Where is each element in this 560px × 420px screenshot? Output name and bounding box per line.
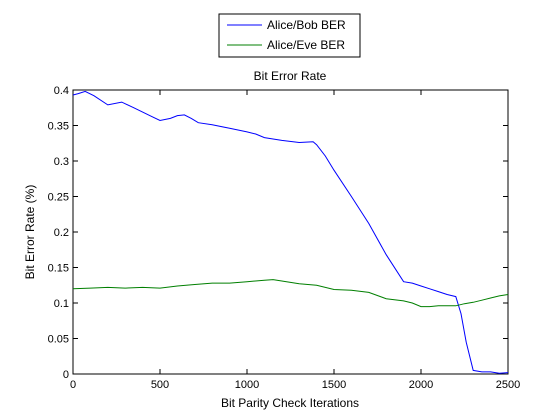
y-tick-label: 0.05	[48, 334, 69, 346]
x-tick-label: 2500	[496, 379, 520, 391]
y-tick-label: 0.1	[54, 298, 69, 310]
x-tick-label: 0	[70, 379, 76, 391]
y-tick-label: 0.4	[54, 85, 69, 97]
x-axis-ticks: 0 500 1000 1500 2000 2500	[70, 90, 520, 391]
y-tick-label: 0.2	[54, 227, 69, 239]
x-tick-label: 1000	[235, 379, 259, 391]
y-axis-ticks: 0 0.05 0.1 0.15 0.2 0.25 0.3 0.35 0.4	[48, 85, 508, 381]
legend-label-alice-eve: Alice/Eve BER	[267, 38, 345, 52]
legend: Alice/Bob BER Alice/Eve BER	[218, 13, 361, 58]
x-axis-label: Bit Parity Check Iterations	[221, 396, 359, 410]
x-tick-label: 500	[151, 379, 169, 391]
legend-label-alice-bob: Alice/Bob BER	[267, 18, 346, 32]
y-tick-label: 0.35	[48, 121, 69, 133]
series-line-alice-bob-ber	[72, 90, 509, 374]
series-layer	[72, 90, 509, 374]
x-tick-label: 1500	[322, 379, 346, 391]
series-line-alice-eve-ber	[72, 279, 509, 308]
y-axis-label: Bit Error Rate (%)	[23, 185, 37, 280]
legend-box	[218, 13, 361, 58]
x-tick-label: 2000	[409, 379, 433, 391]
y-tick-label: 0.15	[48, 263, 69, 275]
y-tick-label: 0.3	[54, 156, 69, 168]
chart-title: Bit Error Rate	[254, 69, 327, 83]
plot-area	[72, 89, 509, 375]
y-tick-label: 0.25	[48, 192, 69, 204]
y-tick-label: 0	[63, 369, 69, 381]
